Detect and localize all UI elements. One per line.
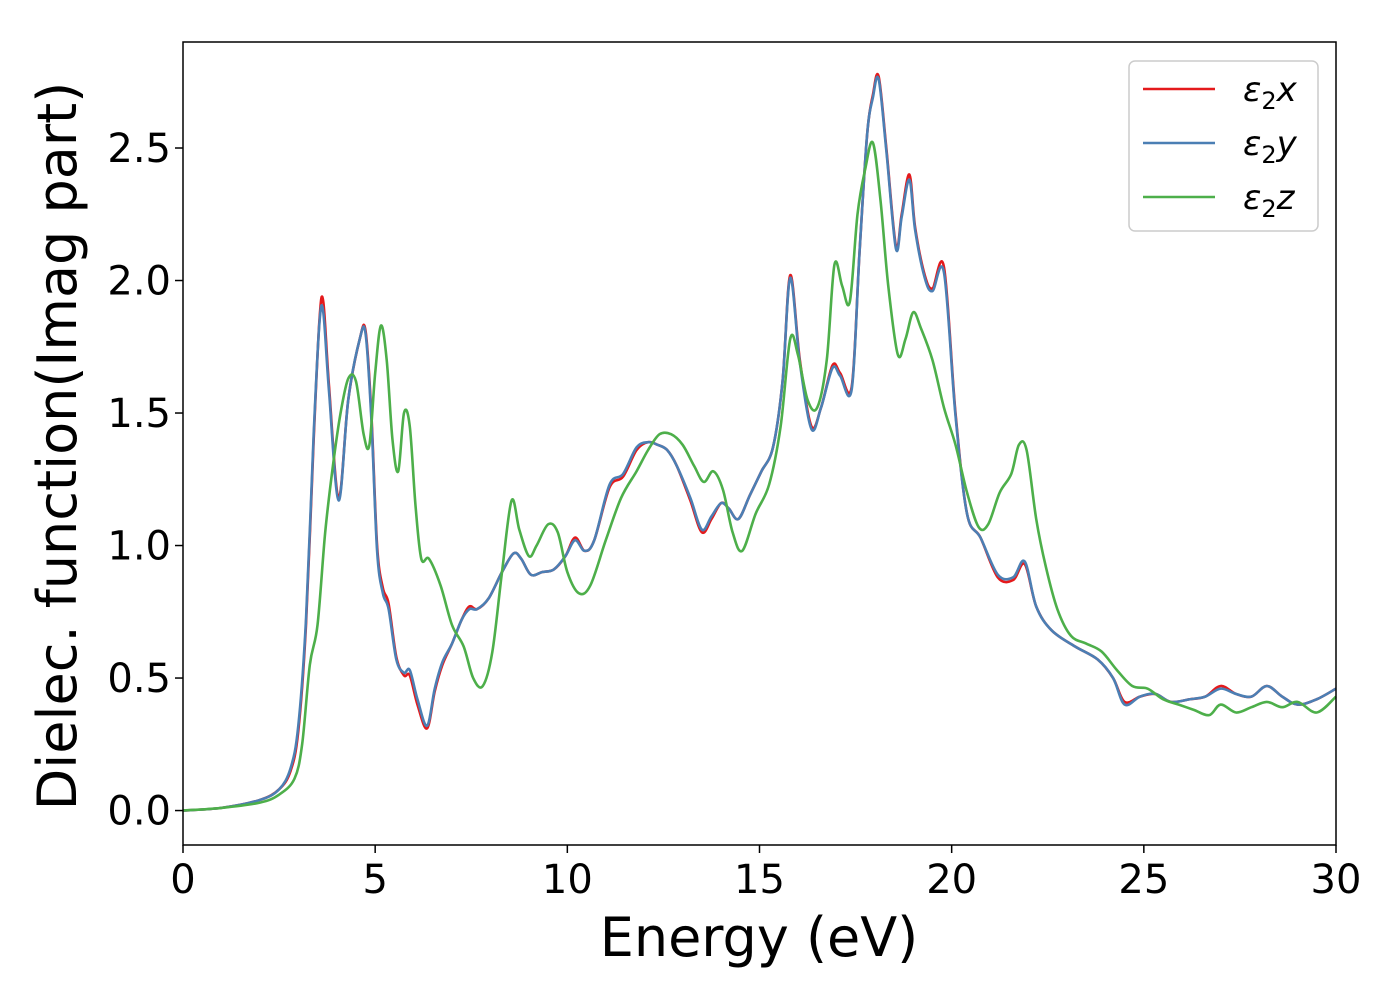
y-axis-ticks: 0.0 0.5 1.0 1.5 2.0 2.5 (107, 126, 183, 835)
series-line-y (182, 75, 1337, 812)
y-tick-label: 2.5 (107, 126, 171, 172)
legend-label-y: ε2y (1243, 124, 1298, 169)
x-axis-ticks: 0 5 10 15 20 25 30 (170, 845, 1361, 903)
x-tick-label: 5 (362, 857, 387, 903)
series-line-z (182, 140, 1337, 812)
legend-label-z: ε2z (1243, 178, 1296, 223)
y-tick-label: 0.0 (107, 789, 171, 835)
x-tick-label: 10 (542, 857, 593, 903)
x-tick-label: 25 (1118, 857, 1169, 903)
legend-box (1128, 60, 1319, 232)
y-axis-title: Dielec. function(Imag part) (26, 82, 89, 811)
x-tick-label: 0 (170, 857, 195, 903)
x-tick-label: 30 (1311, 857, 1362, 903)
plot-lines (182, 72, 1337, 812)
y-tick-label: 0.5 (107, 656, 171, 702)
y-tick-label: 1.0 (107, 524, 171, 570)
x-tick-label: 15 (734, 857, 785, 903)
x-axis-title: Energy (eV) (600, 906, 919, 969)
legend: ε2x ε2y ε2z (1128, 60, 1319, 232)
y-tick-label: 1.5 (107, 391, 171, 437)
legend-label-x: ε2x (1243, 70, 1298, 115)
x-tick-label: 20 (926, 857, 977, 903)
y-tick-label: 2.0 (107, 259, 171, 305)
